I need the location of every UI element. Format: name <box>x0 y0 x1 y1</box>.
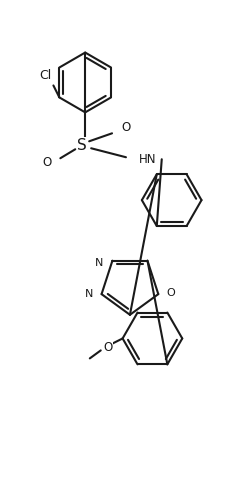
Text: N: N <box>84 289 93 299</box>
Text: O: O <box>103 341 112 354</box>
Text: O: O <box>43 156 52 169</box>
Text: Cl: Cl <box>39 69 52 82</box>
Text: O: O <box>121 121 131 134</box>
Text: O: O <box>167 288 176 298</box>
Text: S: S <box>77 138 87 153</box>
Text: HN: HN <box>139 153 157 166</box>
Text: N: N <box>95 257 104 268</box>
